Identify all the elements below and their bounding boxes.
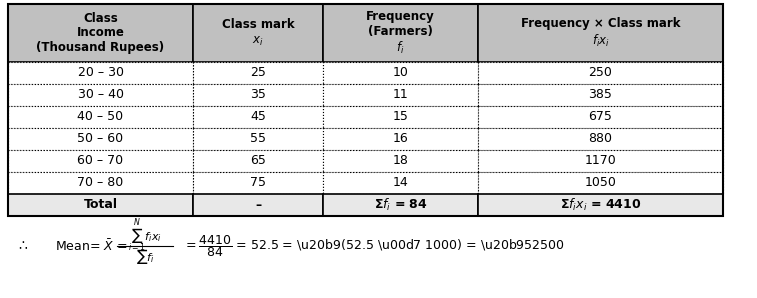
- Bar: [193, 172, 323, 194]
- Bar: [8, 84, 193, 106]
- Bar: [8, 128, 193, 150]
- Text: Total: Total: [83, 198, 117, 212]
- Bar: [478, 106, 723, 128]
- Text: 75: 75: [250, 176, 266, 190]
- Bar: [193, 62, 323, 84]
- Bar: [323, 4, 478, 62]
- Text: Class
Income
(Thousand Rupees): Class Income (Thousand Rupees): [36, 12, 164, 55]
- Text: 25: 25: [250, 66, 266, 80]
- Text: 16: 16: [393, 133, 408, 145]
- Bar: [193, 128, 323, 150]
- Bar: [478, 4, 723, 62]
- Text: 1170: 1170: [584, 154, 616, 167]
- Text: 10: 10: [393, 66, 409, 80]
- Bar: [193, 4, 323, 62]
- Bar: [323, 62, 478, 84]
- Text: 675: 675: [588, 111, 612, 123]
- Text: Mean= $\bar{X}$ =: Mean= $\bar{X}$ =: [55, 238, 129, 254]
- Text: 15: 15: [393, 111, 409, 123]
- Text: 385: 385: [588, 89, 612, 102]
- Bar: [323, 194, 478, 216]
- Text: Σ$f_i$ = 84: Σ$f_i$ = 84: [374, 197, 428, 213]
- Bar: [8, 172, 193, 194]
- Text: 1050: 1050: [584, 176, 616, 190]
- Bar: [323, 150, 478, 172]
- Bar: [8, 4, 193, 62]
- Bar: [478, 62, 723, 84]
- Text: 55: 55: [250, 133, 266, 145]
- Text: $\sum f_i$: $\sum f_i$: [136, 246, 154, 266]
- Text: 70 – 80: 70 – 80: [77, 176, 123, 190]
- Text: 880: 880: [588, 133, 612, 145]
- Text: 30 – 40: 30 – 40: [77, 89, 123, 102]
- Bar: [323, 106, 478, 128]
- Bar: [478, 128, 723, 150]
- Bar: [8, 106, 193, 128]
- Text: $= \dfrac{4410}{84}$ = 52.5 = \u20b9(52.5 \u00d7 1000) = \u20b952500: $= \dfrac{4410}{84}$ = 52.5 = \u20b9(52.…: [183, 233, 565, 259]
- Bar: [8, 150, 193, 172]
- Bar: [478, 194, 723, 216]
- Bar: [478, 84, 723, 106]
- Text: ∴: ∴: [18, 239, 27, 253]
- Bar: [193, 150, 323, 172]
- Text: 45: 45: [250, 111, 266, 123]
- Bar: [323, 128, 478, 150]
- Text: 35: 35: [250, 89, 266, 102]
- Bar: [478, 150, 723, 172]
- Text: 65: 65: [250, 154, 266, 167]
- Text: 50 – 60: 50 – 60: [77, 133, 123, 145]
- Bar: [193, 84, 323, 106]
- Text: Frequency × Class mark
$f_ix_i$: Frequency × Class mark $f_ix_i$: [521, 17, 681, 49]
- Bar: [323, 84, 478, 106]
- Text: 60 – 70: 60 – 70: [77, 154, 123, 167]
- Text: 14: 14: [393, 176, 408, 190]
- Text: Class mark
$x_i$: Class mark $x_i$: [222, 18, 294, 48]
- Bar: [193, 194, 323, 216]
- Bar: [8, 62, 193, 84]
- Text: 18: 18: [393, 154, 409, 167]
- Text: Σ$f_ix_i$ = 4410: Σ$f_ix_i$ = 4410: [560, 197, 641, 213]
- Text: $\sum_{i=1}^{N} f_i x_i$: $\sum_{i=1}^{N} f_i x_i$: [128, 218, 162, 254]
- Bar: [323, 172, 478, 194]
- Text: 40 – 50: 40 – 50: [77, 111, 123, 123]
- Bar: [8, 194, 193, 216]
- Bar: [193, 106, 323, 128]
- Text: –: –: [255, 198, 261, 212]
- Bar: [478, 172, 723, 194]
- Text: 11: 11: [393, 89, 408, 102]
- Text: 250: 250: [588, 66, 612, 80]
- Text: 20 – 30: 20 – 30: [77, 66, 123, 80]
- Bar: [8, 4, 723, 216]
- Text: Frequency
(Farmers)
$f_i$: Frequency (Farmers) $f_i$: [366, 10, 435, 56]
